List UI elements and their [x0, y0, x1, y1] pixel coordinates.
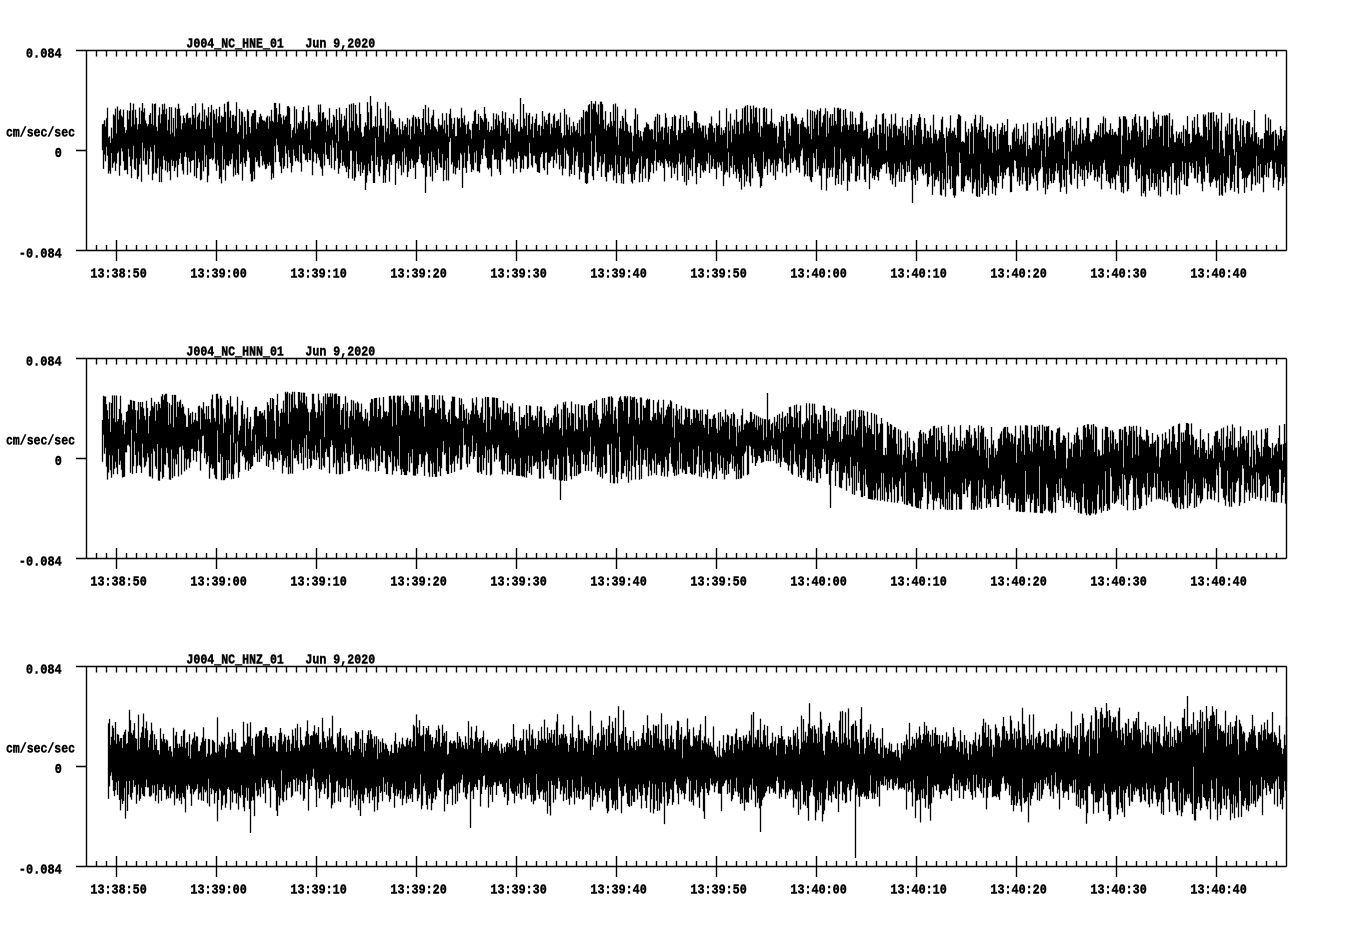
svg-text:13:40:00: 13:40:00 [790, 574, 846, 590]
svg-text:13:40:40: 13:40:40 [1190, 266, 1246, 282]
svg-text:13:39:30: 13:39:30 [490, 882, 546, 898]
svg-text:13:39:50: 13:39:50 [690, 574, 746, 590]
svg-text:13:40:20: 13:40:20 [990, 574, 1046, 590]
svg-text:13:39:00: 13:39:00 [190, 266, 246, 282]
svg-text:J004_NC_HNN_01: J004_NC_HNN_01 [186, 344, 284, 360]
svg-text:-0.084: -0.084 [19, 246, 62, 262]
svg-text:13:39:10: 13:39:10 [290, 574, 346, 590]
svg-text:13:39:40: 13:39:40 [590, 574, 646, 590]
svg-text:-0.084: -0.084 [19, 554, 62, 570]
svg-text:0: 0 [55, 146, 62, 162]
svg-text:13:39:40: 13:39:40 [590, 266, 646, 282]
svg-text:13:38:50: 13:38:50 [90, 266, 146, 282]
svg-text:13:39:20: 13:39:20 [390, 882, 446, 898]
svg-text:13:40:20: 13:40:20 [990, 882, 1046, 898]
svg-text:0.084: 0.084 [26, 354, 62, 370]
svg-text:13:40:40: 13:40:40 [1190, 882, 1246, 898]
svg-text:13:40:10: 13:40:10 [890, 266, 946, 282]
svg-text:13:39:20: 13:39:20 [390, 574, 446, 590]
svg-text:13:40:10: 13:40:10 [890, 574, 946, 590]
svg-text:0.084: 0.084 [26, 46, 62, 62]
svg-text:0: 0 [55, 454, 62, 470]
svg-text:13:39:10: 13:39:10 [290, 266, 346, 282]
svg-text:cm/sec/sec: cm/sec/sec [6, 126, 75, 142]
svg-text:13:40:30: 13:40:30 [1090, 574, 1146, 590]
svg-text:13:39:30: 13:39:30 [490, 574, 546, 590]
svg-text:13:39:30: 13:39:30 [490, 266, 546, 282]
svg-text:-0.084: -0.084 [19, 862, 62, 878]
svg-text:Jun 9,2020: Jun 9,2020 [305, 36, 375, 52]
svg-text:13:39:50: 13:39:50 [690, 882, 746, 898]
svg-text:Jun 9,2020: Jun 9,2020 [305, 652, 375, 668]
svg-text:13:39:40: 13:39:40 [590, 882, 646, 898]
svg-text:13:40:30: 13:40:30 [1090, 882, 1146, 898]
svg-text:J004_NC_HNE_01: J004_NC_HNE_01 [186, 36, 284, 52]
svg-text:0.084: 0.084 [26, 662, 62, 678]
svg-text:13:39:50: 13:39:50 [690, 266, 746, 282]
svg-text:Jun 9,2020: Jun 9,2020 [305, 344, 375, 360]
svg-text:13:38:50: 13:38:50 [90, 882, 146, 898]
svg-text:13:39:20: 13:39:20 [390, 266, 446, 282]
svg-text:J004_NC_HNZ_01: J004_NC_HNZ_01 [186, 652, 284, 668]
svg-text:13:40:20: 13:40:20 [990, 266, 1046, 282]
svg-text:cm/sec/sec: cm/sec/sec [6, 742, 75, 758]
svg-text:13:40:40: 13:40:40 [1190, 574, 1246, 590]
svg-text:13:39:00: 13:39:00 [190, 574, 246, 590]
svg-text:13:40:00: 13:40:00 [790, 266, 846, 282]
svg-text:13:40:00: 13:40:00 [790, 882, 846, 898]
svg-text:13:39:10: 13:39:10 [290, 882, 346, 898]
svg-text:13:40:10: 13:40:10 [890, 882, 946, 898]
svg-text:13:40:30: 13:40:30 [1090, 266, 1146, 282]
svg-text:13:39:00: 13:39:00 [190, 882, 246, 898]
svg-text:cm/sec/sec: cm/sec/sec [6, 434, 75, 450]
svg-text:13:38:50: 13:38:50 [90, 574, 146, 590]
svg-text:0: 0 [55, 762, 62, 778]
